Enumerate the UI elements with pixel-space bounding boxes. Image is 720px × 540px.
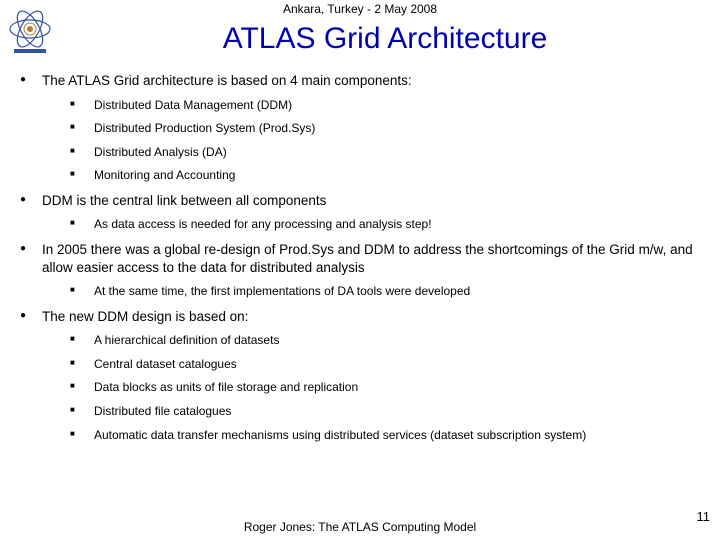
bullet-text: The ATLAS Grid architecture is based on … <box>42 73 412 88</box>
page-number: 11 <box>697 509 711 524</box>
bullet-item: DDM is the central link between all comp… <box>18 192 702 233</box>
bullet-item: The ATLAS Grid architecture is based on … <box>18 72 702 184</box>
header-location-date: Ankara, Turkey - 2 May 2008 <box>0 0 720 16</box>
sub-bullet-item: Distributed Analysis (DA) <box>70 145 702 161</box>
bullet-list: The ATLAS Grid architecture is based on … <box>18 72 702 443</box>
sub-bullet-item: At the same time, the first implementati… <box>70 284 702 300</box>
sub-bullet-item: Distributed Data Management (DDM) <box>70 98 702 114</box>
atlas-logo <box>8 4 52 54</box>
sub-bullet-item: A hierarchical definition of datasets <box>70 333 702 349</box>
footer-text: Roger Jones: The ATLAS Computing Model <box>0 520 720 534</box>
bullet-text: DDM is the central link between all comp… <box>42 193 326 208</box>
sub-bullet-item: As data access is needed for any process… <box>70 217 702 233</box>
sub-bullet-item: Monitoring and Accounting <box>70 168 702 184</box>
sub-bullet-item: Automatic data transfer mechanisms using… <box>70 428 702 444</box>
bullet-item: The new DDM design is based on: A hierar… <box>18 308 702 444</box>
sub-bullet-item: Central dataset catalogues <box>70 357 702 373</box>
sub-bullet-item: Distributed Production System (Prod.Sys) <box>70 121 702 137</box>
bullet-item: In 2005 there was a global re-design of … <box>18 241 702 300</box>
sub-bullet-item: Data blocks as units of file storage and… <box>70 380 702 396</box>
slide-body: The ATLAS Grid architecture is based on … <box>0 72 720 443</box>
bullet-text: In 2005 there was a global re-design of … <box>42 242 693 275</box>
bullet-text: The new DDM design is based on: <box>42 309 248 324</box>
slide-title: ATLAS Grid Architecture <box>0 22 720 56</box>
sub-bullet-item: Distributed file catalogues <box>70 404 702 420</box>
